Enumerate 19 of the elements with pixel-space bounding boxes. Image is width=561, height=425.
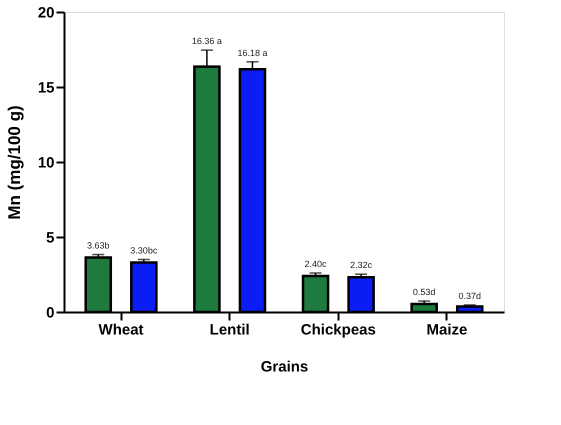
data-label: 2.40c [304, 259, 328, 269]
x-tick-label: Wheat [98, 322, 144, 338]
data-label: 2.32c [350, 260, 373, 270]
data-label: 0.37d [458, 290, 482, 301]
data-label: 16.18 a [237, 48, 268, 58]
data-label: 16.36 a [192, 36, 222, 46]
data-label: 3.63b [86, 240, 110, 251]
x-axis-title: Grains [260, 358, 308, 376]
y-tick-label: 0 [46, 304, 54, 322]
x-tick-label: Lentil [210, 322, 250, 338]
y-tick-label: 10 [38, 154, 54, 172]
y-tick-label: 5 [46, 230, 54, 246]
data-label: 3.30bc [130, 246, 158, 256]
x-tick-label: Chickpeas [300, 322, 376, 338]
y-axis-title: Mn (mg/100 g) [4, 105, 24, 220]
x-tick-label: Maize [426, 322, 468, 338]
data-label: 0.53d [412, 287, 436, 298]
y-tick-label: 20 [38, 4, 54, 22]
y-tick-label: 15 [38, 80, 54, 96]
